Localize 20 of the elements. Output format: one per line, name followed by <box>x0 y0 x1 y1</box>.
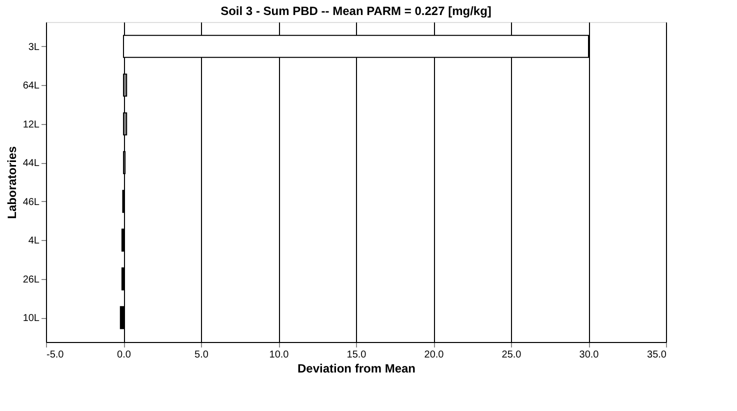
x-tick-label: 25.0 <box>502 350 522 360</box>
x-tick-label: 5.0 <box>194 350 209 360</box>
x-tick-label: 0.0 <box>117 350 132 360</box>
y-axis-title: Laboratories <box>4 146 19 219</box>
y-tick-label: 46L <box>22 196 40 208</box>
y-tick-label: 4L <box>28 236 40 247</box>
x-tick-label: 35.0 <box>647 350 667 360</box>
x-tick-label: 30.0 <box>579 350 600 360</box>
x-axis-title: Deviation from Mean <box>297 362 416 376</box>
y-tick-label: 3L <box>28 42 40 53</box>
y-tick-label: 10L <box>22 313 40 324</box>
x-tick-label: 20.0 <box>424 350 444 360</box>
x-tick-label: -5.0 <box>46 350 64 360</box>
y-tick-label: 12L <box>22 119 40 130</box>
x-tick-label: 15.0 <box>346 350 367 360</box>
x-tick-label: 10.0 <box>269 350 290 360</box>
y-tick-label: 44L <box>22 158 40 170</box>
chart-title: Soil 3 - Sum PBD -- Mean PARM = 0.227 [mg/kg] <box>220 4 492 18</box>
y-tick-label: 64L <box>22 80 40 92</box>
y-tick-label: 26L <box>22 274 40 286</box>
